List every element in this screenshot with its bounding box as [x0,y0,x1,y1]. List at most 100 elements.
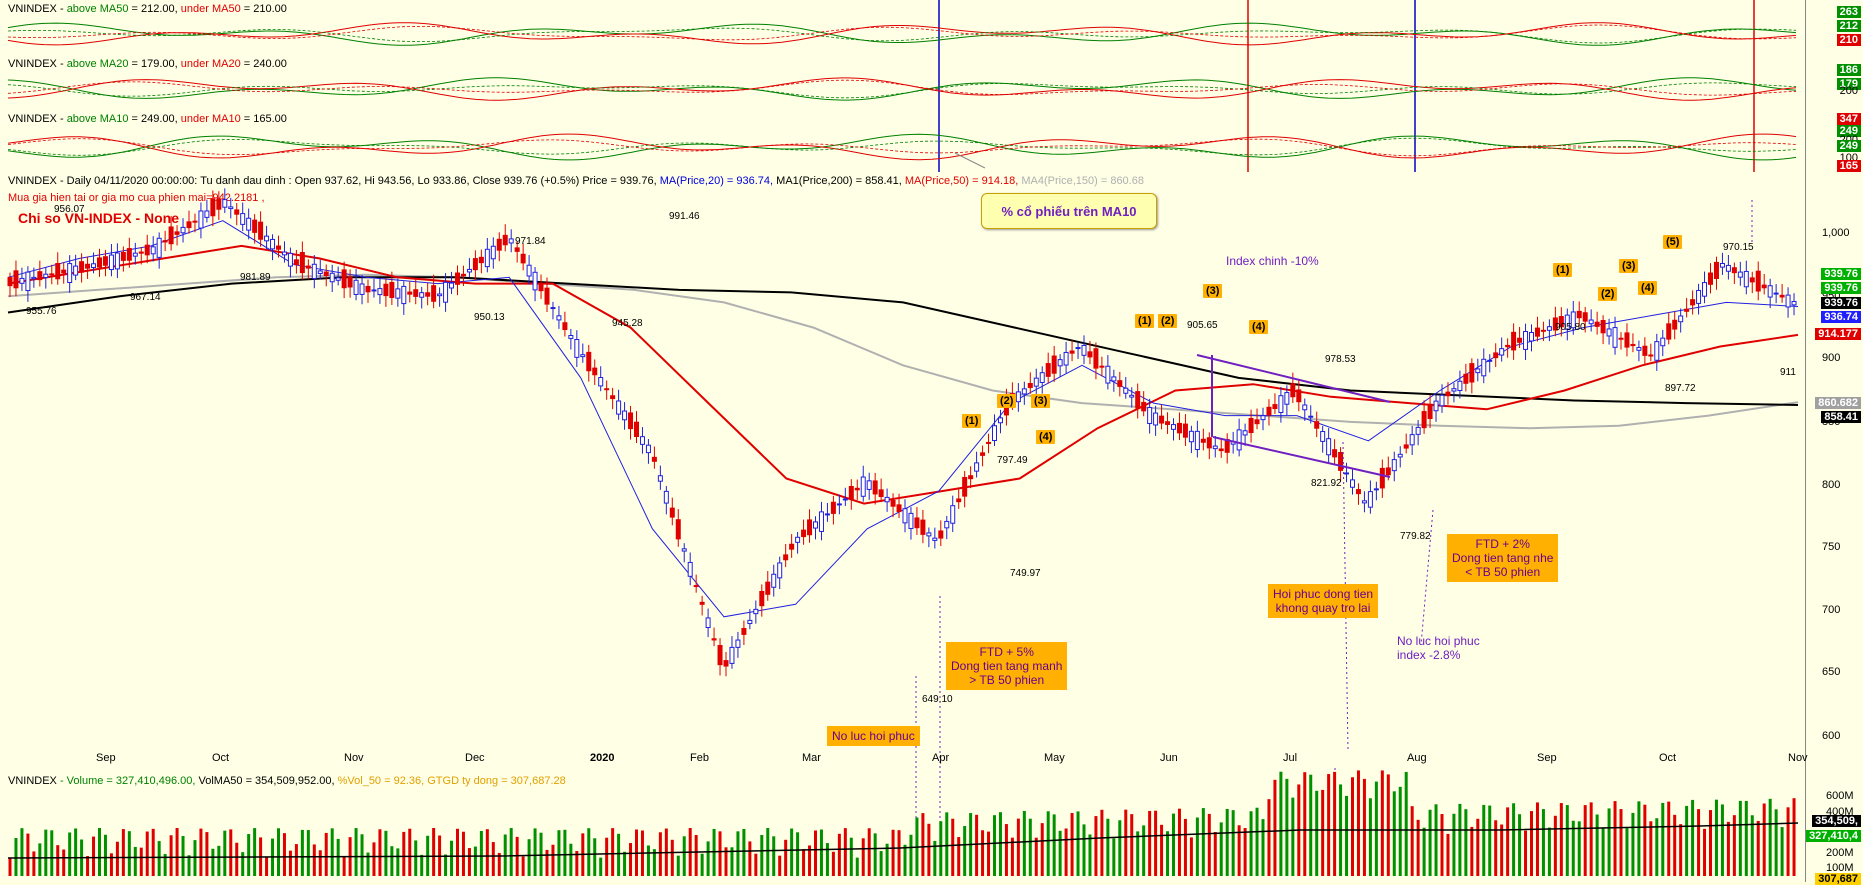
no-luc2-line2: index -2.8% [1397,648,1461,662]
volume-bar [1714,799,1718,876]
candle-body [598,377,604,387]
candle-body [932,537,938,541]
volume-bar [700,853,704,876]
candle-body [156,237,162,258]
candle-body [1606,328,1612,337]
candle-body [902,508,908,524]
volume-bar [1565,805,1569,876]
volume-bar [998,812,1002,876]
breadth-badge: 179 [1836,78,1861,90]
volume-bar [1189,837,1193,876]
candle-body [896,504,902,513]
volume-bar [1709,810,1712,876]
volume-bar [360,834,364,876]
candle-body [753,608,759,615]
volume-bar [211,848,215,876]
candle-body [1278,395,1284,414]
ma20-readout: MA(Price,20) = 936.74, [659,175,777,187]
volume-bar [1625,828,1629,876]
under-value: 165.00 [253,113,287,125]
candle-body [586,351,592,372]
candle-body [1033,377,1039,387]
candle-body [120,251,126,261]
candle-body [1296,389,1302,403]
candle-body [1755,270,1761,292]
candle-body [1642,345,1648,356]
candle-body [1302,404,1308,411]
candle-body [1791,300,1797,306]
candle-body [1713,261,1719,279]
candle-body [1373,488,1379,491]
price-point-label: 950.13 [474,312,505,323]
candle-body [711,638,717,641]
breadth-ma50-under [7,22,1797,46]
candle-body [276,245,281,250]
candle-body [1558,316,1564,328]
candle-body [657,475,663,482]
volume-bar [1613,801,1617,876]
wave-tag: (2) [997,394,1017,408]
volume-bar [784,839,788,876]
x-tick-label: Apr [932,752,950,764]
wave-tag: (4) [1249,320,1269,334]
candle-body [85,263,91,269]
volume-bar [1768,798,1772,876]
y-tick-label: 650 [1822,666,1841,678]
volume-bar [1058,830,1062,876]
candle-body [1499,348,1505,356]
volume-bar [951,818,955,876]
volume-bar [1172,813,1175,876]
candle-body [1266,406,1272,416]
candle-body [490,245,496,260]
candle-body [1487,359,1493,362]
candle-body [1236,429,1242,451]
volume-bar [473,846,477,876]
candle-body [1206,437,1212,449]
price-point-label: 971.84 [515,236,546,247]
y-tick-label: 800 [1822,479,1841,491]
x-tick-label: May [1044,752,1065,764]
candle-body [281,251,287,256]
volume-bar [306,830,310,876]
volume-bar [1034,837,1038,876]
volume-bar [265,857,269,876]
volume-bar [742,828,746,876]
candle-body [1684,308,1690,312]
volume-bar [151,828,155,876]
candle-body [1188,430,1194,443]
volume-bar [318,850,322,876]
volume-bar [849,837,853,876]
price-index-name: VNINDEX [8,175,57,187]
candle-body [920,519,926,535]
candle-body [616,400,622,415]
volume-bar [933,840,937,876]
candle-body [884,496,890,503]
breadth-badge: 249 [1836,125,1861,137]
candle-body [890,499,896,507]
volume-bar [1500,824,1504,876]
volume-bar [975,814,979,876]
volume-bar [1142,825,1146,876]
volume-bar [1231,810,1235,876]
candle-body [944,520,950,529]
price-point-label: 967.14 [130,292,161,303]
candle-body [1087,351,1093,358]
volume-bar [175,828,179,876]
volume-bar [861,838,865,876]
candle-body [1117,380,1123,387]
volume-bar [646,845,650,876]
volume-bar [121,829,125,876]
volume-bar [1106,818,1110,876]
volume-bar [1524,830,1528,876]
ma200-readout: MA1(Price,200) = 858.41, [776,175,905,187]
price-point-label: 991.46 [669,211,700,222]
volume-bar [748,841,752,876]
candle-body [407,291,413,295]
volume-bar [1016,818,1020,876]
volume-bar [145,831,149,876]
price-point-label: 978.53 [1325,354,1356,365]
candle-body [1063,351,1069,366]
y-value-highlight: 939.76 [1821,268,1861,280]
wave-tag: (2) [1598,287,1618,301]
volume-bar [724,847,728,876]
